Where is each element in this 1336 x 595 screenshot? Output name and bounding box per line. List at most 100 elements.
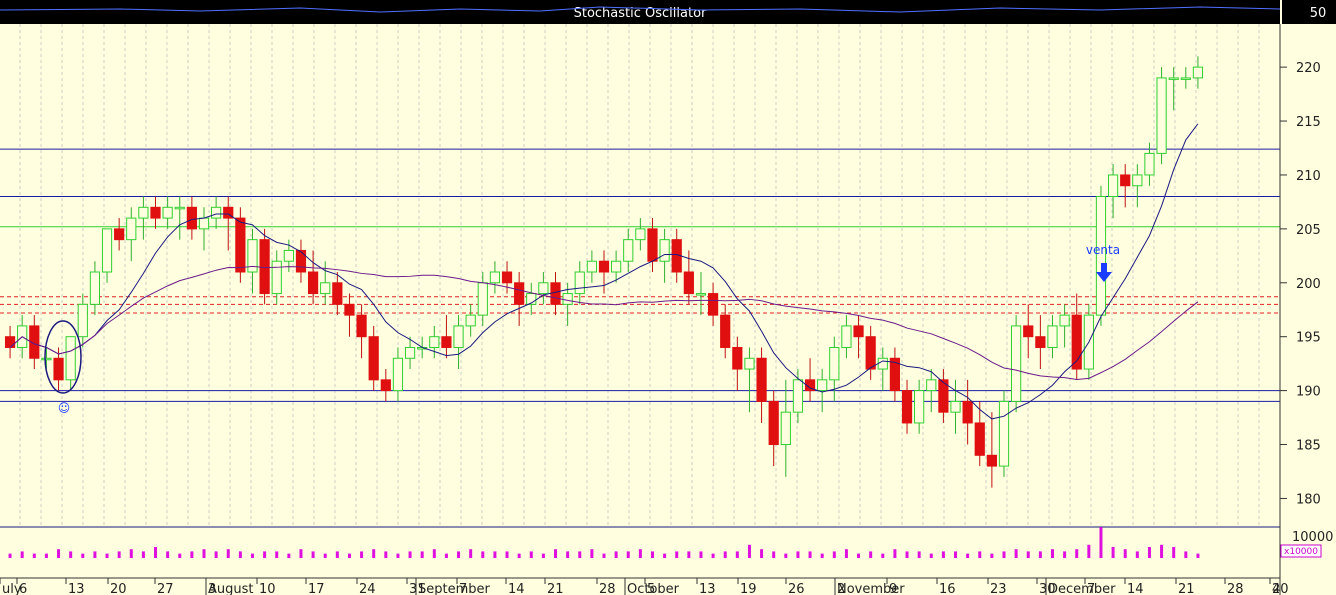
candle-body (623, 239, 634, 262)
date-tick-label: 9 (889, 582, 897, 595)
candle-body (926, 379, 937, 392)
candle-body (29, 325, 40, 359)
candle-body (683, 271, 694, 295)
candle-body (877, 357, 888, 370)
date-tick-label: 21 (547, 582, 564, 595)
volume-bar (675, 551, 679, 558)
volume-bar (444, 553, 448, 558)
volume-bar (1075, 549, 1079, 558)
volume-bar (844, 549, 848, 558)
candle-body (804, 379, 816, 392)
candle-body (283, 249, 294, 262)
candle-body (562, 293, 573, 305)
candle-body (89, 271, 101, 305)
candle-body (586, 260, 597, 273)
candle-body (211, 206, 222, 219)
volume-bar (384, 551, 388, 558)
candle-body (429, 336, 440, 348)
candle-body (865, 336, 876, 370)
volume-tick-label: 10000 (1292, 530, 1333, 545)
candle-body (1120, 174, 1131, 187)
candle-body (889, 357, 901, 392)
candle-body (295, 249, 307, 273)
indicator-value-box (1282, 0, 1336, 24)
date-tick-label: 6 (19, 582, 27, 595)
volume-bar (990, 553, 994, 558)
candle-body (1168, 77, 1179, 80)
volume-bar (954, 551, 958, 558)
date-tick-label: uly (2, 582, 22, 595)
volume-bar (1050, 549, 1054, 558)
volume-bar (1160, 544, 1164, 558)
candle-body (1071, 314, 1082, 370)
volume-bar (554, 549, 558, 558)
candle-body (574, 271, 585, 295)
candle-body (1095, 196, 1107, 316)
candle-body (368, 336, 379, 381)
candle-body (707, 293, 719, 316)
date-tick-label: 23 (990, 582, 1007, 595)
date-tick-label: 3 (208, 582, 216, 595)
volume-bar (529, 551, 533, 558)
candle-body (768, 400, 779, 446)
date-tick-label: 14 (1127, 582, 1144, 595)
candle-body (1156, 77, 1167, 154)
date-tick-label: 31 (409, 582, 426, 595)
volume-bar (166, 551, 170, 558)
candle-body (998, 400, 1010, 467)
candle-body (756, 357, 767, 402)
volume-bar (275, 551, 279, 558)
candle-body (1047, 325, 1058, 348)
date-tick-label: 13 (699, 582, 716, 595)
date-tick-label: 14 (508, 582, 525, 595)
price-tick-label: 210 (1296, 169, 1321, 184)
date-tick-label: October (627, 582, 680, 595)
volume-bar (250, 553, 254, 558)
volume-bar (396, 553, 400, 558)
volume-bar (469, 549, 473, 558)
volume-bar (869, 551, 873, 558)
volume-bar (1026, 551, 1030, 558)
volume-bar (1111, 547, 1115, 558)
candle-body (465, 314, 476, 327)
indicator-title: Stochastic Oscillator (574, 6, 707, 21)
volume-bar (638, 549, 642, 558)
volume-bar (129, 549, 133, 558)
highlight-ellipse (44, 320, 82, 394)
candle-body (77, 303, 88, 338)
volume-bar (1087, 544, 1091, 558)
candle-body (901, 390, 913, 424)
candle-body (162, 206, 173, 219)
date-tick-label: 2 (837, 582, 845, 595)
volume-bar (1038, 551, 1042, 558)
volume-bar (323, 553, 327, 558)
candle-body (101, 228, 113, 273)
price-tick-label: 180 (1296, 492, 1321, 507)
candle-body (1011, 325, 1022, 402)
date-tick-label: 20 (110, 582, 127, 595)
price-axis: 220 215 210 205 200 195 190 185 180 (1280, 61, 1321, 507)
candle-body (853, 325, 864, 338)
volume-bar (20, 551, 24, 558)
volume-bar (57, 549, 61, 558)
volume-bar (784, 553, 788, 558)
volume-bar (105, 553, 109, 558)
volume-bar (32, 553, 36, 558)
volume-bar (1135, 551, 1139, 558)
volume-bar (1014, 549, 1018, 558)
volume-bar (796, 551, 800, 558)
candle-body (950, 400, 961, 413)
volume-bar (8, 553, 12, 558)
volume-bar (857, 553, 861, 558)
grid (19, 24, 1260, 527)
price-tick-label: 200 (1296, 277, 1321, 292)
volume-bar (1099, 527, 1103, 558)
price-tick-label: 215 (1296, 115, 1321, 130)
candle-body (441, 336, 452, 348)
volume-bar (905, 551, 909, 558)
date-tick-label: 24 (359, 582, 376, 595)
candle-body (635, 228, 646, 241)
candle-body (1107, 174, 1119, 198)
candle-body (307, 271, 319, 295)
candle-body (404, 346, 416, 359)
